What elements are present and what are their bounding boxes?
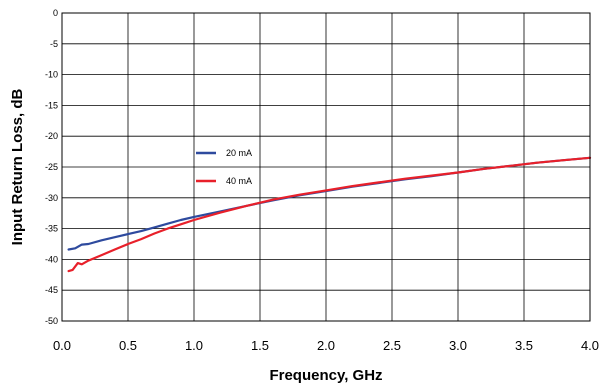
legend: 20 mA 40 mA [196, 148, 252, 186]
y-tick-label: -5 [50, 39, 58, 49]
x-tick-label: 2.0 [317, 338, 335, 353]
y-tick-label: -25 [45, 162, 58, 172]
x-tick-label: 4.0 [581, 338, 599, 353]
x-tick-label: 3.5 [515, 338, 533, 353]
legend-label-20ma: 20 mA [226, 148, 252, 158]
x-tick-label: 3.0 [449, 338, 467, 353]
x-tick-label: 1.5 [251, 338, 269, 353]
series-layer [67, 156, 592, 273]
legend-label-40ma: 40 mA [226, 176, 252, 186]
y-tick-label: -30 [45, 193, 58, 203]
grid-layer [62, 13, 590, 321]
x-tick-label: 0.5 [119, 338, 137, 353]
x-tick-label: 1.0 [185, 338, 203, 353]
y-tick-label: -10 [45, 70, 58, 80]
y-tick-label: 0 [53, 8, 58, 18]
x-tick-label: 2.5 [383, 338, 401, 353]
x-axis-title: Frequency, GHz [269, 367, 382, 384]
y-axis-title: Input Return Loss, dB [9, 89, 26, 246]
y-tick-label: -40 [45, 254, 58, 264]
y-tick-label: -15 [45, 100, 58, 110]
y-tick-label: -50 [45, 316, 58, 326]
y-tick-label: -45 [45, 285, 58, 295]
tick-layer: 0.0 0.5 1.0 1.5 2.0 2.5 3.0 3.5 4.0 0 -5 -10 -15 -20 -… [45, 8, 599, 353]
x-tick-label: 0.0 [53, 338, 71, 353]
plot-frame [61, 12, 591, 322]
y-tick-label: -20 [45, 131, 58, 141]
series-line-40ma [67, 156, 592, 273]
y-tick-label: -35 [45, 224, 58, 234]
